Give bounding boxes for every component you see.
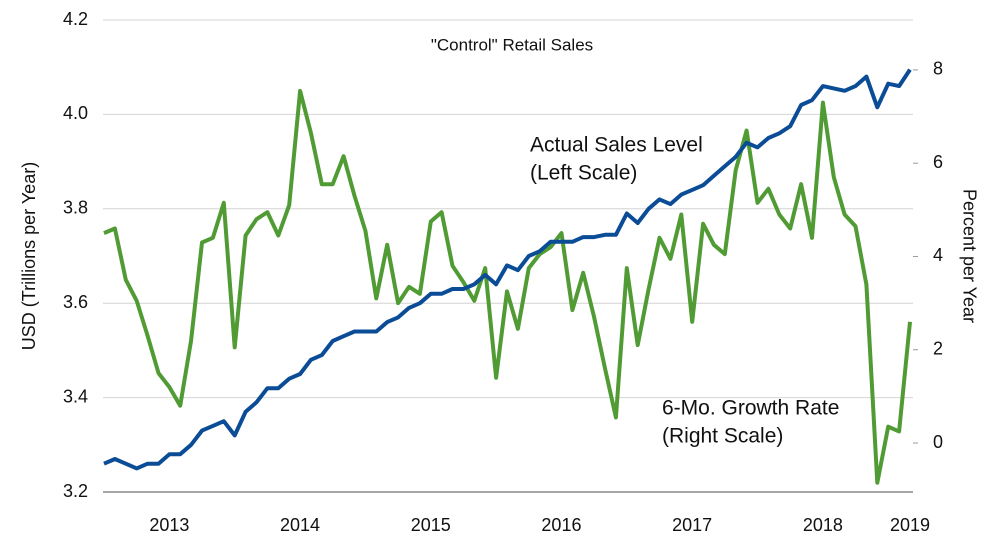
x-tick-label: 2019	[890, 515, 930, 535]
x-tick-label: 2016	[541, 515, 581, 535]
x-tick-label: 2018	[803, 515, 843, 535]
y2-axis-label: Percent per Year	[959, 189, 979, 323]
y-tick-label: 3.8	[63, 198, 88, 218]
annotation: (Left Scale)	[530, 162, 637, 185]
x-tick-label: 2015	[411, 515, 451, 535]
y2-tick-label: 4	[933, 245, 943, 265]
y-tick-label: 4.2	[63, 9, 88, 29]
y2-tick-label: 6	[933, 152, 943, 172]
series-line	[103, 88, 912, 485]
chart-title: "Control" Retail Sales	[431, 35, 593, 54]
y2-tick-label: 8	[933, 59, 943, 79]
annotation: Actual Sales Level	[530, 134, 703, 157]
annotation: 6-Mo. Growth Rate	[662, 397, 839, 420]
annotation: (Right Scale)	[662, 425, 783, 448]
series-line	[103, 68, 912, 471]
y2-tick-label: 2	[933, 338, 943, 358]
x-tick-label: 2013	[149, 515, 189, 535]
y-tick-label: 4.0	[63, 103, 88, 123]
y2-tick-label: 0	[933, 432, 943, 452]
y-tick-label: 3.4	[63, 386, 88, 406]
y-axis-label: USD (Trillions per Year)	[19, 162, 39, 350]
y-tick-label: 3.2	[63, 481, 88, 501]
x-tick-label: 2014	[280, 515, 320, 535]
x-tick-label: 2017	[672, 515, 712, 535]
y-tick-label: 3.6	[63, 292, 88, 312]
